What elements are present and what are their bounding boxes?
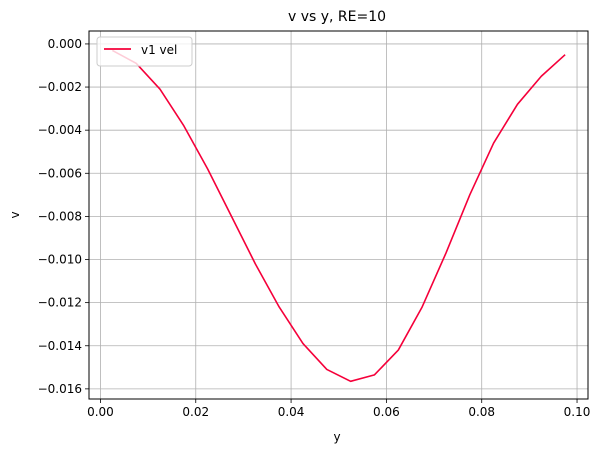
x-tick-label: 0.06 bbox=[373, 405, 400, 419]
y-axis-label: v bbox=[8, 211, 22, 218]
y-tick-label: −0.010 bbox=[38, 253, 82, 267]
grid bbox=[89, 31, 588, 399]
y-tick-label: −0.006 bbox=[38, 166, 82, 180]
legend: v1 vel bbox=[96, 36, 193, 67]
y-tick-label: −0.008 bbox=[38, 209, 82, 223]
y-tick-label: −0.002 bbox=[38, 80, 82, 94]
legend-label-v1-vel: v1 vel bbox=[141, 43, 177, 57]
x-axis-label: y bbox=[333, 430, 340, 444]
x-tick-label: 0.08 bbox=[468, 405, 495, 419]
x-tick-label: 0.04 bbox=[278, 405, 305, 419]
series-layer bbox=[111, 49, 566, 383]
y-tick-label: 0.000 bbox=[48, 37, 82, 51]
y-tick-label: −0.004 bbox=[38, 123, 82, 137]
x-tick-label: 0.02 bbox=[182, 405, 209, 419]
y-tick-label: −0.016 bbox=[38, 382, 82, 396]
x-tick-label: 0.00 bbox=[87, 405, 114, 419]
x-axis-ticks: 0.00 0.02 0.04 0.06 0.08 0.10 bbox=[87, 399, 590, 419]
y-tick-label: −0.014 bbox=[38, 339, 82, 353]
x-tick-label: 0.10 bbox=[564, 405, 591, 419]
chart-title: v vs y, RE=10 bbox=[288, 9, 386, 25]
plot-frame bbox=[88, 30, 589, 400]
legend-box bbox=[96, 36, 193, 67]
y-tick-label: −0.012 bbox=[38, 296, 82, 310]
y-axis-ticks: 0.000 −0.002 −0.004 −0.006 −0.008 −0.010 −0.01… bbox=[38, 37, 89, 396]
series-line-0 bbox=[111, 49, 566, 383]
